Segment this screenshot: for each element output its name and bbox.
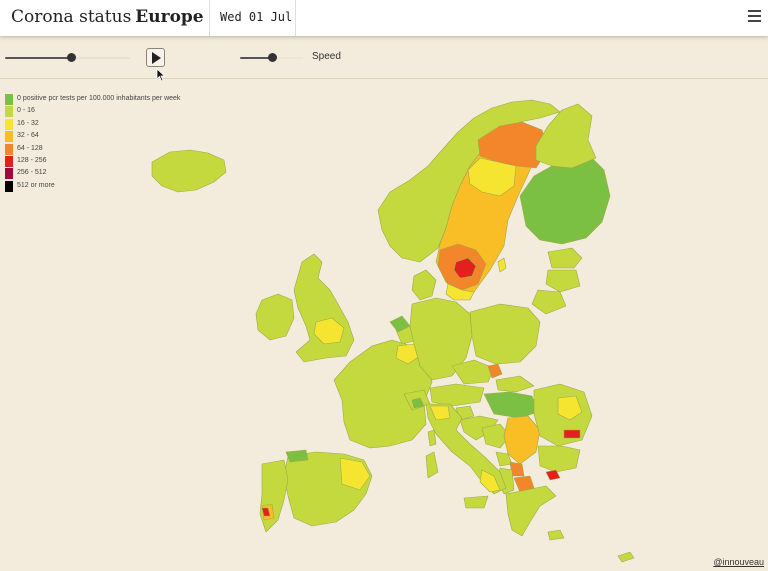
region-sicily[interactable] — [463, 495, 489, 509]
region-austria[interactable] — [429, 383, 485, 407]
speed-handle[interactable] — [267, 53, 277, 62]
region-sweden-skane[interactable] — [445, 283, 475, 301]
legend-label: 16 - 32 — [17, 119, 39, 127]
legend-swatch — [5, 118, 13, 130]
region-italy-lombardy[interactable] — [429, 405, 451, 421]
region-sweden-jonkoping[interactable] — [453, 257, 477, 279]
hamburger-menu-icon[interactable] — [748, 10, 762, 24]
region-finland[interactable] — [519, 157, 611, 245]
header-bar: Corona status Europe Wed 01 Jul — [0, 0, 768, 36]
region-romania-bucharest[interactable] — [563, 429, 581, 439]
region-italy-south[interactable] — [479, 469, 501, 493]
play-button[interactable] — [146, 48, 165, 67]
legend-swatch — [5, 106, 13, 118]
timeline-fill — [5, 57, 72, 59]
region-hungary[interactable] — [483, 391, 539, 419]
date-text: Wed 01 Jul — [220, 10, 293, 24]
region-poland[interactable] — [469, 303, 541, 365]
region-spain-galicia[interactable] — [285, 449, 309, 463]
legend-label: 0 - 16 — [17, 107, 35, 115]
speed-slider[interactable] — [240, 53, 303, 63]
region-estonia[interactable] — [547, 247, 583, 269]
legend-swatch — [5, 168, 13, 180]
legend-label: 64 - 128 — [17, 144, 43, 152]
region-switzerland-ticino[interactable] — [411, 397, 425, 409]
region-portugal-lisbon-city[interactable] — [261, 507, 271, 517]
title-main: Corona status — [11, 7, 132, 27]
region-north-macedonia[interactable] — [513, 475, 535, 493]
legend-swatch — [5, 131, 13, 143]
legend-swatch — [5, 180, 13, 192]
legend-label: 256 - 512 — [17, 169, 47, 177]
region-sweden-vasterbotten[interactable] — [467, 157, 517, 197]
region-bosnia[interactable] — [481, 423, 511, 449]
title-place: Europe — [135, 7, 204, 27]
region-ireland[interactable] — [255, 293, 295, 341]
speed-fill — [240, 57, 272, 59]
region-greece-island[interactable] — [547, 529, 565, 541]
speed-label: Speed — [312, 51, 341, 62]
region-slovakia[interactable] — [495, 375, 535, 393]
region-uk-midlands[interactable] — [313, 317, 345, 345]
region-corsica[interactable] — [427, 429, 437, 447]
region-iceland[interactable] — [151, 149, 227, 193]
author-credit-link[interactable]: @innouveau — [713, 557, 764, 567]
timeline-slider[interactable] — [5, 53, 130, 63]
region-italy[interactable] — [425, 403, 507, 495]
region-latvia[interactable] — [545, 269, 581, 293]
region-france-ile-de-france[interactable] — [395, 343, 421, 365]
controls-bar — [0, 36, 768, 79]
region-great-britain[interactable] — [293, 253, 355, 363]
region-gotland[interactable] — [497, 257, 507, 273]
legend-label: 512 or more — [17, 181, 55, 189]
region-bulgaria[interactable] — [537, 445, 581, 473]
legend-swatch — [5, 143, 13, 155]
region-finland-lapland[interactable] — [535, 103, 597, 169]
region-lithuania[interactable] — [531, 289, 567, 315]
timeline-handle[interactable] — [67, 53, 77, 62]
date-display: Wed 01 Jul — [209, 0, 296, 36]
legend-label: 32 - 64 — [17, 132, 39, 140]
region-cyprus[interactable] — [617, 551, 635, 563]
legend-swatch — [5, 94, 13, 105]
legend-swatch — [5, 155, 13, 167]
region-serbia[interactable] — [503, 415, 541, 465]
region-denmark[interactable] — [411, 269, 437, 301]
region-spain-catalonia[interactable] — [339, 457, 371, 491]
region-sardinia[interactable] — [425, 451, 439, 479]
legend-label: 0 positive pcr tests per 100.000 inhabit… — [17, 95, 181, 102]
legend-label: 128 - 256 — [17, 156, 47, 164]
europe-choropleth-map[interactable] — [0, 80, 768, 571]
region-norway[interactable] — [377, 99, 561, 263]
map-svg — [151, 99, 635, 563]
play-icon — [152, 52, 161, 64]
region-greece-thrace[interactable] — [545, 469, 561, 481]
region-romania-moldova[interactable] — [557, 395, 583, 421]
region-czechia-moravia[interactable] — [487, 363, 503, 379]
page-title: Corona status Europe — [11, 6, 204, 28]
region-portugal[interactable] — [259, 459, 289, 533]
region-greece[interactable] — [505, 485, 557, 537]
mouse-cursor-icon — [156, 68, 166, 82]
